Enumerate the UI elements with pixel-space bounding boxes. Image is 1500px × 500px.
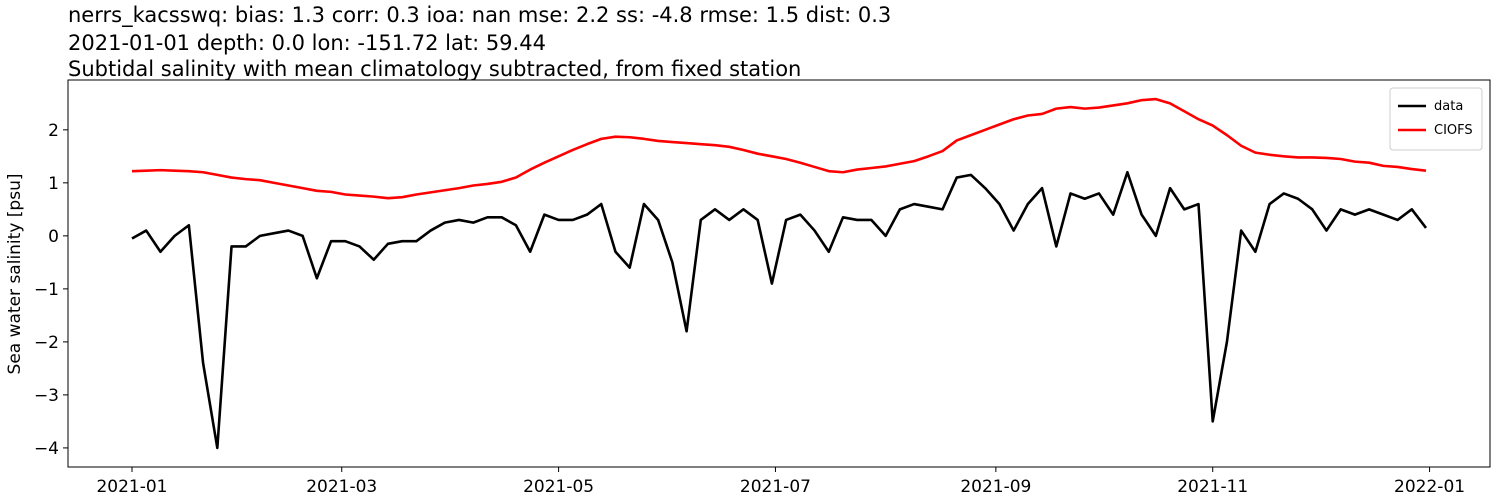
y-tick-label: −2 [34, 333, 59, 353]
title-line: Subtidal salinity with mean climatology … [68, 57, 801, 81]
x-tick-label: 2021-01 [96, 477, 167, 497]
y-tick-label: −1 [34, 280, 59, 300]
y-tick-label: 0 [48, 227, 59, 247]
series-line [131, 97, 1427, 200]
title-line: 2021-01-01 depth: 0.0 lon: -151.72 lat: … [68, 31, 546, 55]
plot-frame [67, 79, 1491, 468]
title-line: nerrs_kacsswq: bias: 1.3 corr: 0.3 ioa: … [68, 3, 891, 28]
y-tick-label: 1 [48, 174, 59, 194]
y-tick-label: 2 [48, 121, 59, 141]
legend-label: data [1434, 99, 1463, 114]
x-tick-label: 2021-09 [960, 477, 1031, 497]
legend: data CIOFS [1389, 87, 1483, 151]
x-tick-label: 2021-03 [306, 477, 377, 497]
x-tick-label: 2021-07 [740, 477, 811, 497]
y-tick-label: −4 [34, 439, 59, 459]
x-tick-label: 2021-11 [1177, 477, 1248, 497]
legend-box [1389, 87, 1483, 151]
x-tick-label: 2021-05 [523, 477, 594, 497]
y-tick-label: −3 [34, 386, 59, 406]
series-line [131, 170, 1428, 450]
legend-label: CIOFS [1434, 123, 1473, 138]
x-tick-label: 2022-01 [1394, 477, 1465, 497]
y-axis-label: Sea water salinity [psu] [5, 174, 25, 375]
